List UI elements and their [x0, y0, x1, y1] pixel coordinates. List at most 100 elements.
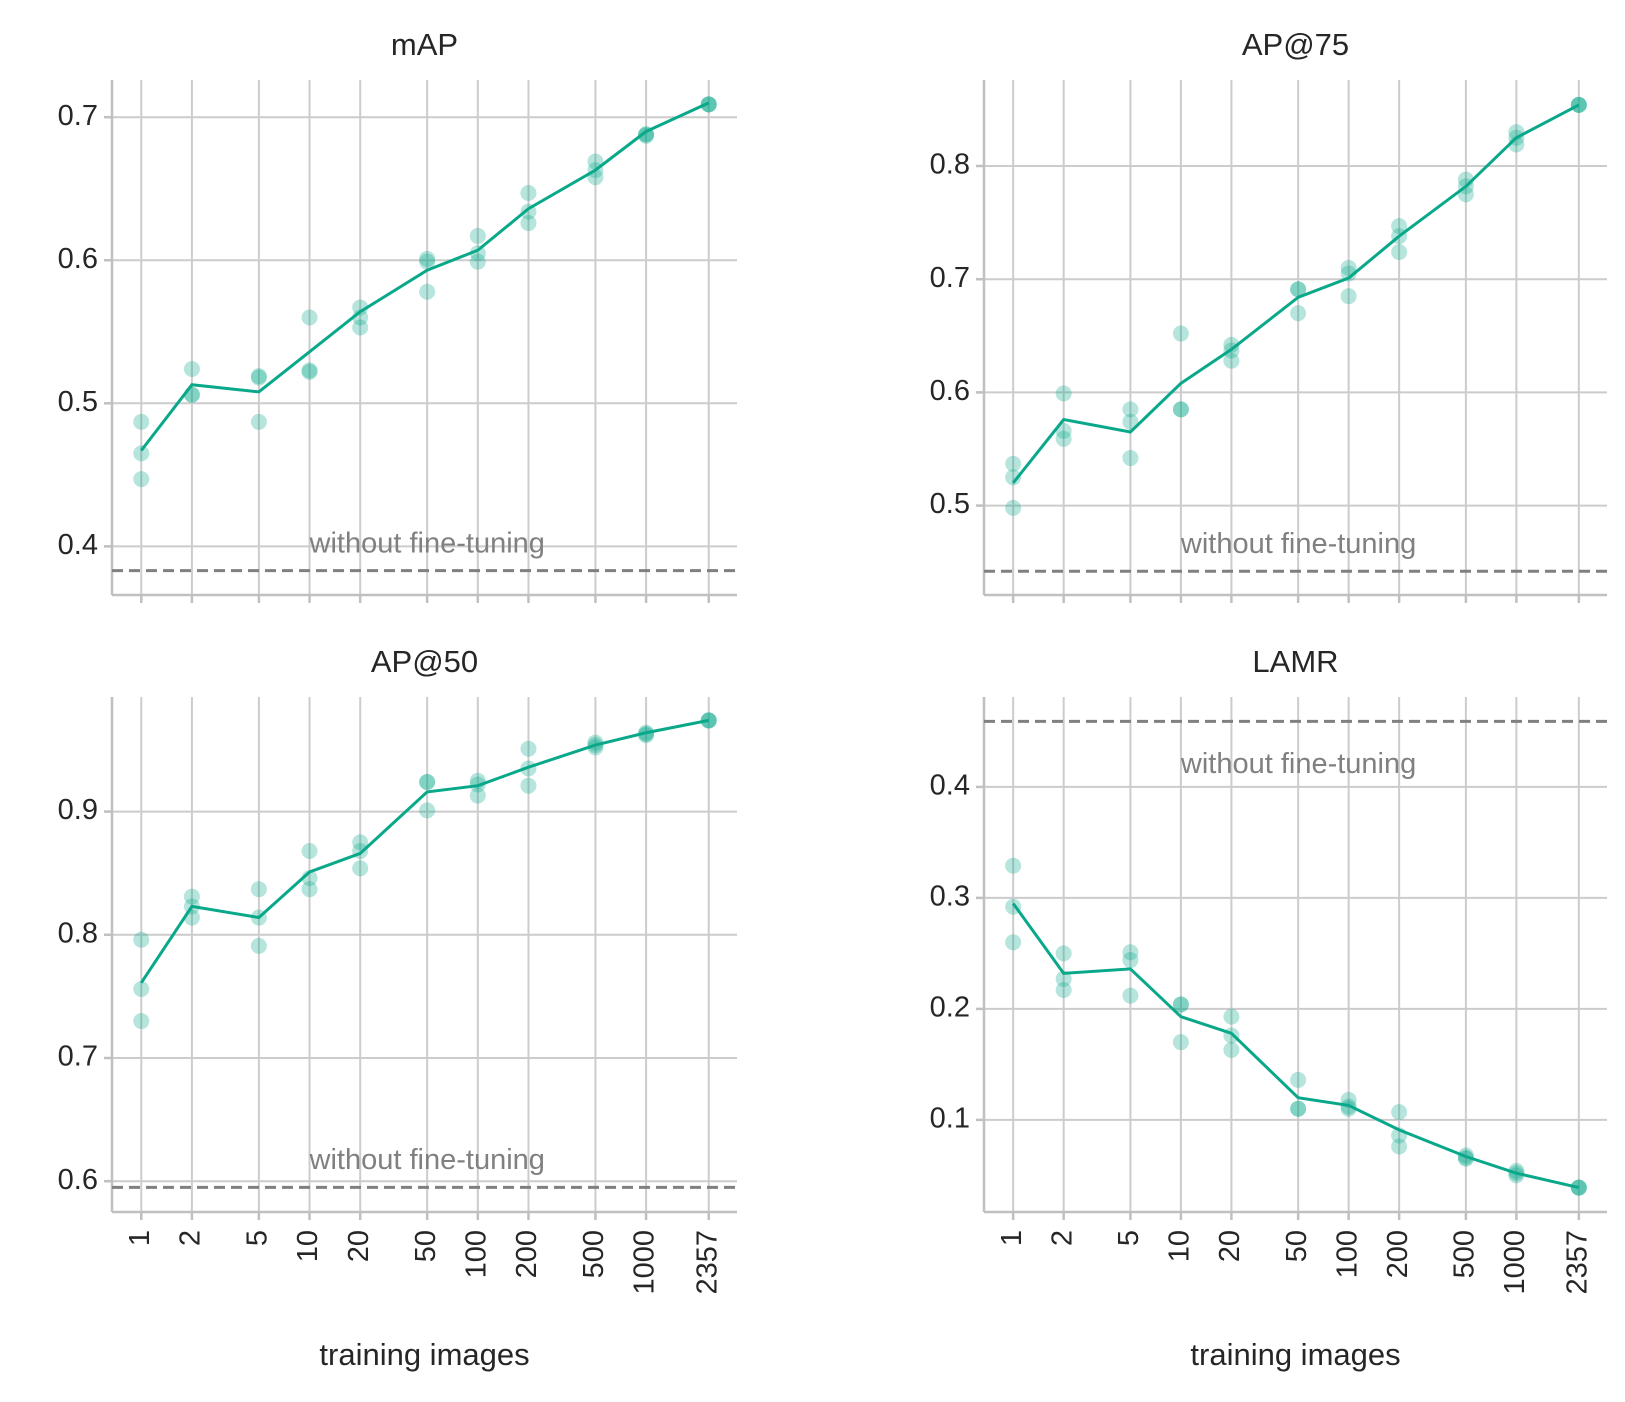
- point: [301, 843, 318, 860]
- subplot: LAMR 1 2 5 10 20 50 100 200 500 1000 2357 0.1 0.2 0.3 0…: [930, 644, 1607, 1372]
- point: [1290, 305, 1307, 322]
- point: [1340, 259, 1357, 276]
- y-tick-label: 0.3: [930, 881, 970, 913]
- y-tick-label: 0.6: [58, 1164, 98, 1196]
- x-tick-label: 10: [292, 1230, 324, 1262]
- y-tick-label: 0.7: [58, 100, 98, 132]
- point: [250, 881, 267, 898]
- subplot: AP@75 0.5 0.6 0.7 0.8 without fine-tuning: [930, 27, 1607, 603]
- x-tick-label: 2357: [691, 1230, 723, 1295]
- x-tick-label: 500: [578, 1230, 610, 1278]
- x-tick-label: 200: [511, 1230, 543, 1278]
- x-tick-label: 20: [343, 1230, 375, 1262]
- baseline-label: without fine-tuning: [1180, 748, 1416, 780]
- point: [1290, 281, 1307, 298]
- point: [352, 860, 369, 877]
- point: [1055, 970, 1072, 987]
- point: [352, 299, 369, 316]
- point: [133, 1013, 150, 1030]
- point: [419, 253, 436, 270]
- x-tick-label: 2: [1046, 1230, 1078, 1246]
- point: [250, 937, 267, 954]
- subplot-title: AP@50: [371, 644, 478, 679]
- point: [469, 227, 486, 244]
- point: [1172, 996, 1189, 1013]
- point: [1223, 336, 1240, 353]
- y-tick-label: 0.4: [58, 529, 98, 561]
- point: [419, 250, 436, 267]
- x-tick-label: 100: [460, 1230, 492, 1278]
- x-tick-label: 1: [124, 1230, 156, 1246]
- y-tick-label: 0.7: [930, 262, 970, 294]
- point: [1340, 288, 1357, 305]
- point: [1055, 945, 1072, 962]
- x-tick-label: 2357: [1561, 1230, 1593, 1295]
- point: [469, 245, 486, 262]
- subplot-title: mAP: [391, 27, 458, 62]
- point: [1055, 385, 1072, 402]
- line: [1011, 902, 1580, 1190]
- point: [301, 309, 318, 326]
- point: [469, 787, 486, 804]
- point: [250, 369, 267, 386]
- point: [1172, 401, 1189, 418]
- line: [140, 101, 710, 452]
- y-tick-label: 0.8: [930, 149, 970, 181]
- point: [1223, 1041, 1240, 1058]
- baseline-label: without fine-tuning: [309, 527, 545, 559]
- baseline-label: without fine-tuning: [309, 1144, 545, 1176]
- point: [1391, 244, 1408, 261]
- point: [133, 931, 150, 948]
- baseline-label: without fine-tuning: [1180, 528, 1416, 560]
- x-tick-label: 1: [996, 1230, 1028, 1246]
- subplot-title: AP@75: [1242, 27, 1349, 62]
- point: [1290, 1100, 1307, 1117]
- y-tick-label: 0.4: [930, 770, 970, 802]
- point: [419, 774, 436, 791]
- point: [1005, 857, 1022, 874]
- x-tick-label: 2: [175, 1230, 207, 1246]
- y-tick-label: 0.9: [58, 794, 98, 826]
- x-axis-label: training images: [319, 1337, 529, 1372]
- point: [1122, 987, 1139, 1004]
- point: [183, 360, 200, 377]
- point: [1122, 401, 1139, 418]
- line: [140, 718, 710, 984]
- point: [301, 362, 318, 379]
- point: [638, 127, 655, 144]
- point: [1391, 218, 1408, 235]
- point: [1122, 450, 1139, 467]
- point: [352, 319, 369, 336]
- point: [1122, 944, 1139, 961]
- point: [419, 283, 436, 300]
- x-tick-label: 200: [1382, 1230, 1414, 1278]
- point: [469, 253, 486, 270]
- point: [1172, 401, 1189, 418]
- point: [1223, 1008, 1240, 1025]
- point: [352, 834, 369, 851]
- x-tick-label: 20: [1214, 1230, 1246, 1262]
- y-tick-label: 0.5: [930, 488, 970, 520]
- x-tick-label: 50: [1281, 1230, 1313, 1262]
- y-tick-label: 0.1: [930, 1103, 970, 1135]
- x-tick-label: 10: [1164, 1230, 1196, 1262]
- point: [1172, 325, 1189, 342]
- point: [520, 777, 537, 794]
- point: [520, 215, 537, 232]
- subplot: mAP 0.4 0.5 0.6 0.7 without fine-tuning: [58, 27, 737, 603]
- x-axis-label: training images: [1190, 1337, 1400, 1372]
- point: [1290, 1100, 1307, 1117]
- point: [1391, 1104, 1408, 1121]
- point: [1005, 455, 1022, 472]
- point: [1005, 934, 1022, 951]
- point: [250, 413, 267, 430]
- y-tick-label: 0.6: [58, 243, 98, 275]
- point: [419, 774, 436, 791]
- point: [520, 740, 537, 757]
- point: [133, 471, 150, 488]
- point: [301, 363, 318, 380]
- point: [1172, 1034, 1189, 1051]
- point: [520, 185, 537, 202]
- x-tick-label: 100: [1331, 1230, 1363, 1278]
